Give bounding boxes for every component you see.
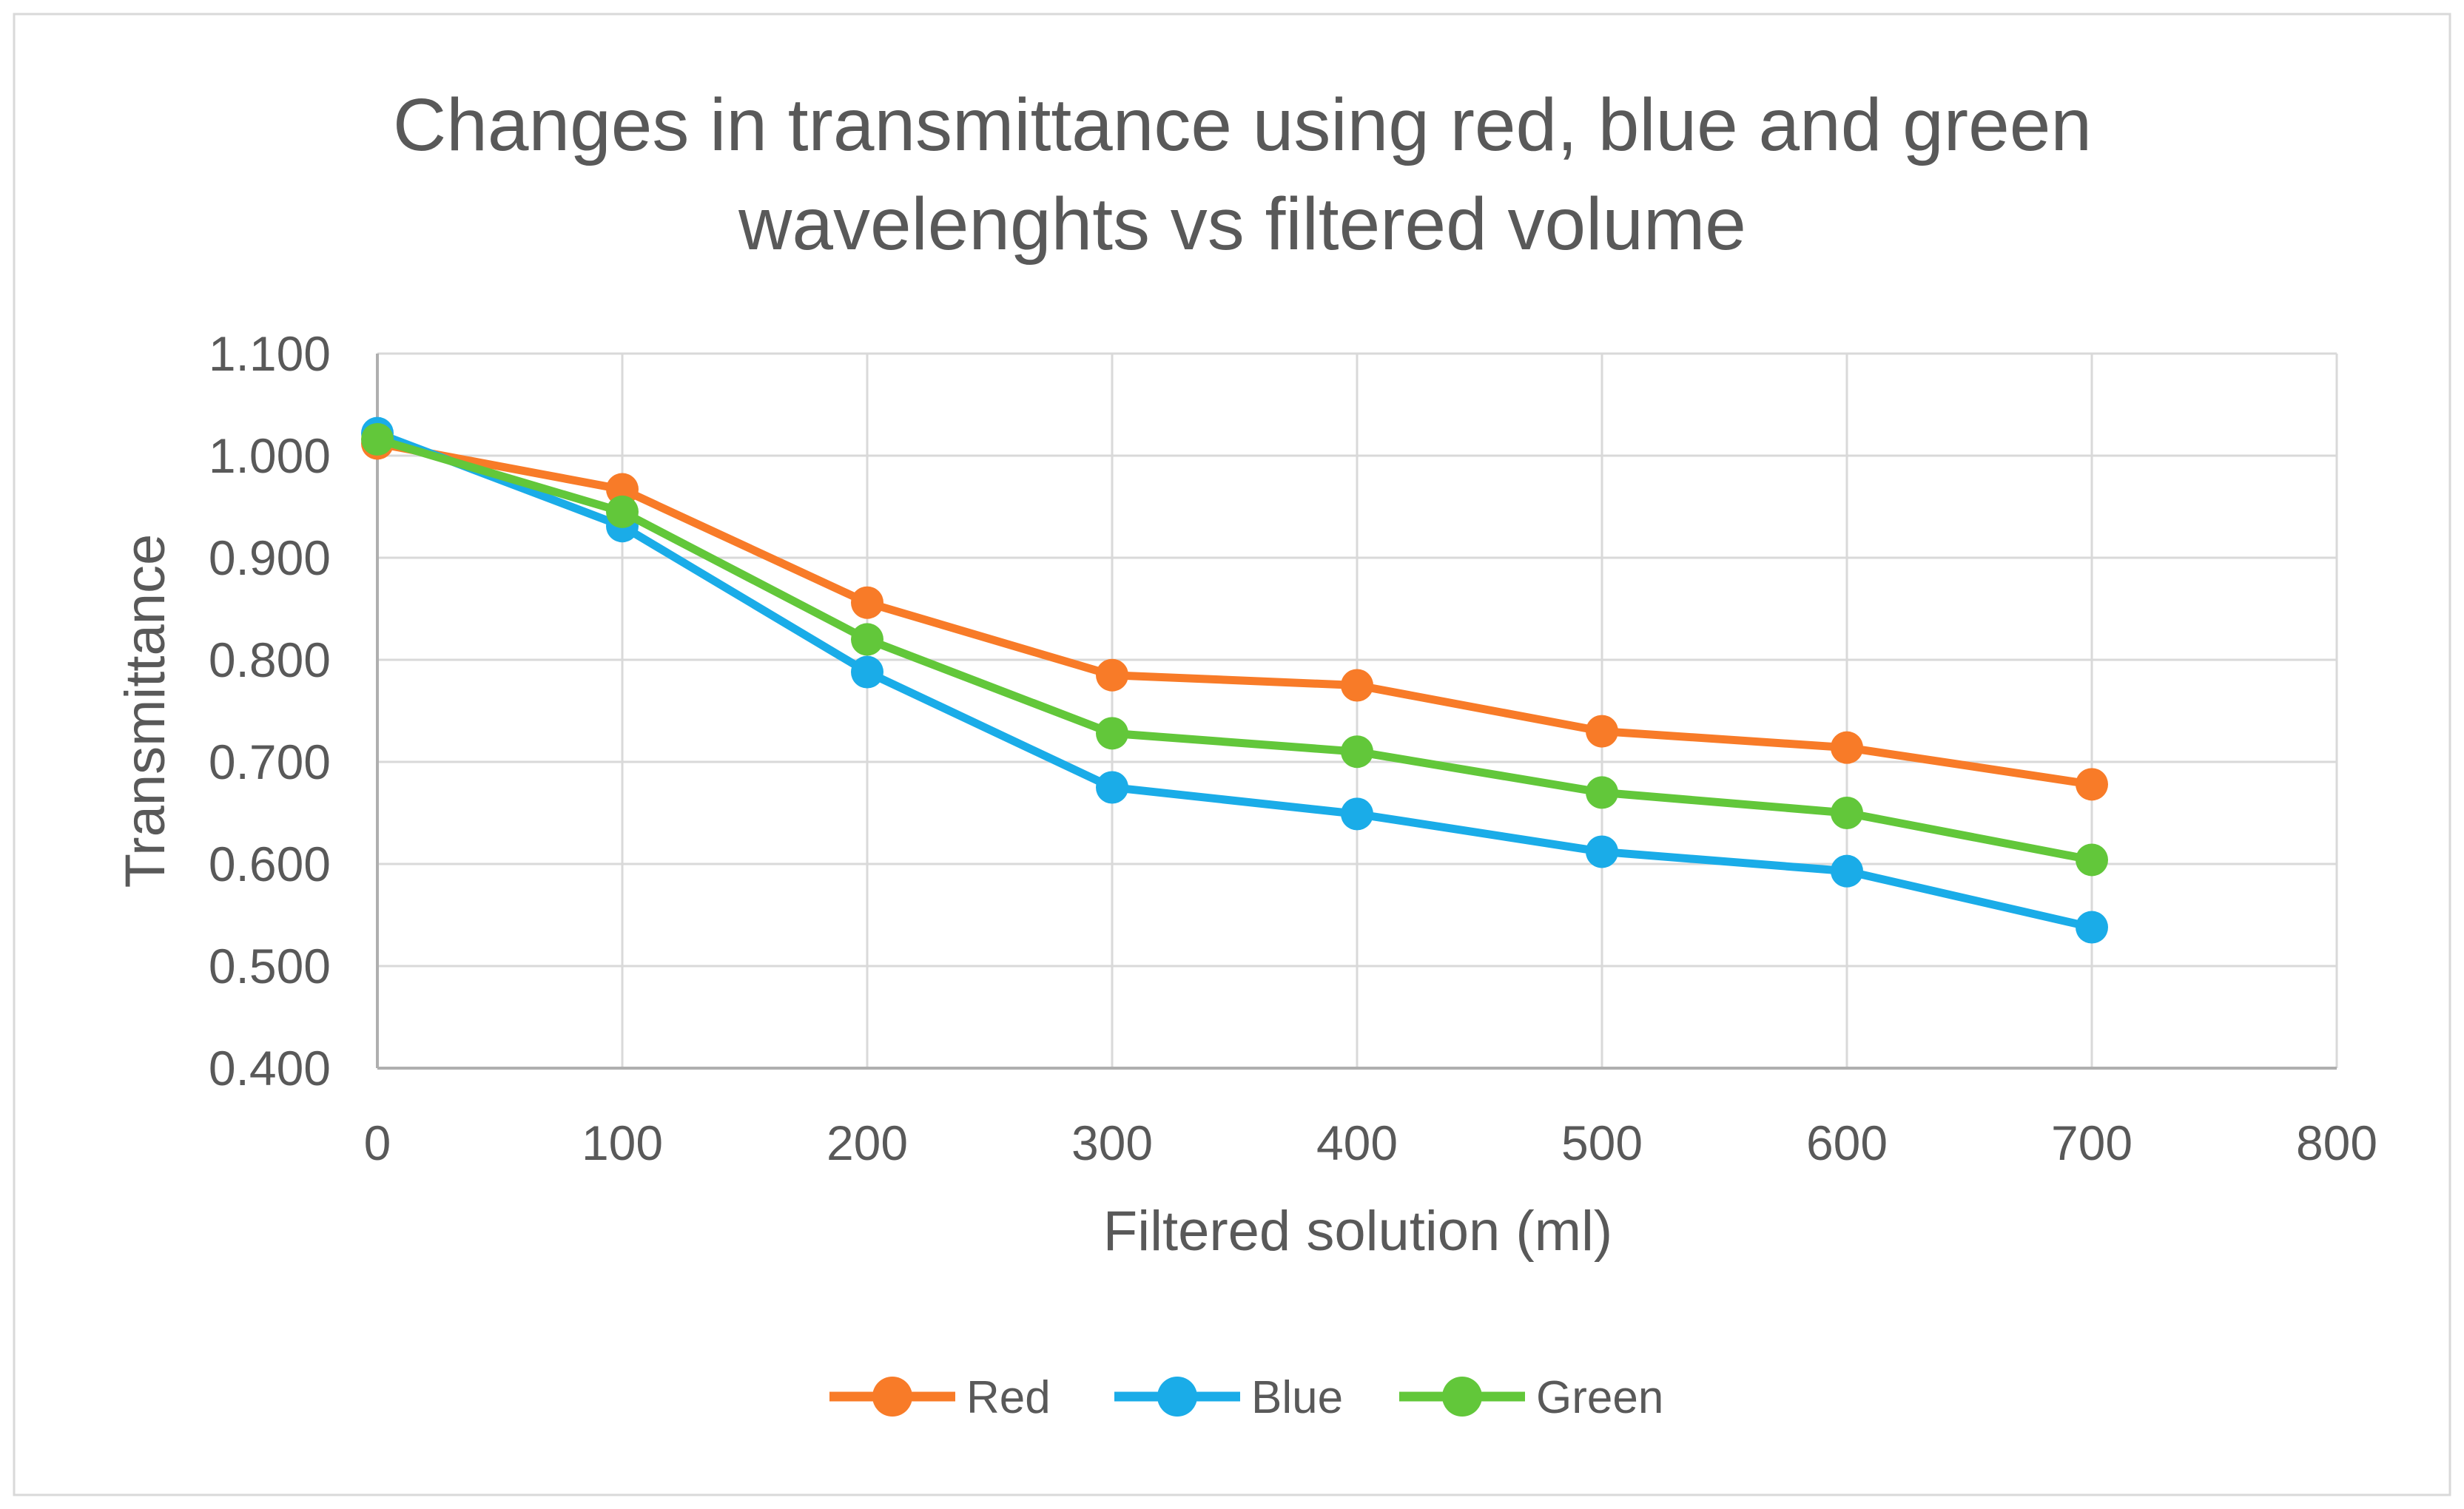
series-lines: [361, 416, 2108, 944]
axes: [376, 354, 2337, 1070]
y-tick-labels: 0.400 0.500 0.600 0.700 0.800 0.900 1.000 1.100: [209, 326, 331, 1096]
series-point-red: [851, 586, 883, 619]
legend-label-blue: Blue: [1251, 1372, 1343, 1423]
x-tick-label: 300: [1071, 1115, 1153, 1170]
series-point-green: [361, 422, 394, 456]
legend-marker-green: [1442, 1377, 1482, 1417]
chart-title-line-1: Changes in transmittance using red, blue…: [393, 84, 2092, 166]
y-tick-label: 0.400: [209, 1041, 331, 1096]
x-tick-label: 600: [1806, 1115, 1888, 1170]
x-tick-label: 800: [2296, 1115, 2377, 1170]
y-tick-label: 0.900: [209, 530, 331, 585]
x-tick-label: 400: [1316, 1115, 1398, 1170]
x-tick-label: 200: [827, 1115, 908, 1170]
series-point-red: [1831, 731, 1863, 764]
series-point-blue: [1341, 797, 1373, 831]
series-point-blue: [851, 655, 883, 689]
y-tick-label: 0.800: [209, 632, 331, 687]
series-point-green: [606, 495, 639, 528]
series-point-blue: [1831, 854, 1863, 888]
x-tick-label: 100: [582, 1115, 663, 1170]
series-point-red: [1096, 658, 1128, 692]
series-point-green: [1831, 797, 1863, 829]
series-line-green: [373, 435, 2096, 864]
y-tick-label: 0.500: [209, 939, 331, 993]
y-tick-label: 1.100: [209, 326, 331, 381]
series-line-red: [373, 439, 2096, 789]
series-point-green: [851, 623, 883, 656]
y-tick-label: 1.000: [209, 428, 331, 483]
series-point-green: [1586, 776, 1618, 809]
legend-item-red: Red: [829, 1372, 1051, 1423]
y-axis-title: Transmittance: [114, 534, 177, 888]
legend-item-green: Green: [1399, 1372, 1663, 1423]
series-point-green: [2076, 843, 2108, 877]
series-point-green: [1341, 735, 1373, 769]
series-point-green: [1096, 717, 1128, 750]
x-tick-labels: 0 100 200 300 400 500 600 700 800: [364, 1115, 2377, 1170]
y-tick-label: 0.600: [209, 837, 331, 891]
gridlines: [377, 352, 2338, 1068]
series-point-blue: [2076, 911, 2108, 944]
series-point-red: [1586, 715, 1618, 748]
series-line-blue: [373, 429, 2096, 932]
legend-item-blue: Blue: [1114, 1372, 1343, 1423]
series-point-red: [1341, 669, 1373, 702]
x-axis-title: Filtered solution (ml): [1103, 1200, 1612, 1263]
y-tick-label: 0.700: [209, 735, 331, 789]
legend-marker-blue: [1157, 1377, 1197, 1417]
series-point-blue: [1586, 835, 1618, 868]
legend-label-green: Green: [1536, 1372, 1663, 1423]
legend-marker-red: [872, 1377, 912, 1417]
chart-title-line-2: wavelenghts vs filtered volume: [738, 183, 1746, 266]
series-point-red: [2076, 768, 2108, 801]
x-tick-label: 500: [1561, 1115, 1643, 1170]
chart-border: [13, 13, 2451, 1496]
x-tick-label: 700: [2051, 1115, 2133, 1170]
series-point-blue: [1096, 771, 1128, 804]
legend: Red Blue Green: [829, 1372, 1663, 1423]
legend-label-red: Red: [966, 1372, 1051, 1423]
series-point-red: [606, 473, 639, 506]
x-tick-label: 0: [364, 1115, 391, 1170]
